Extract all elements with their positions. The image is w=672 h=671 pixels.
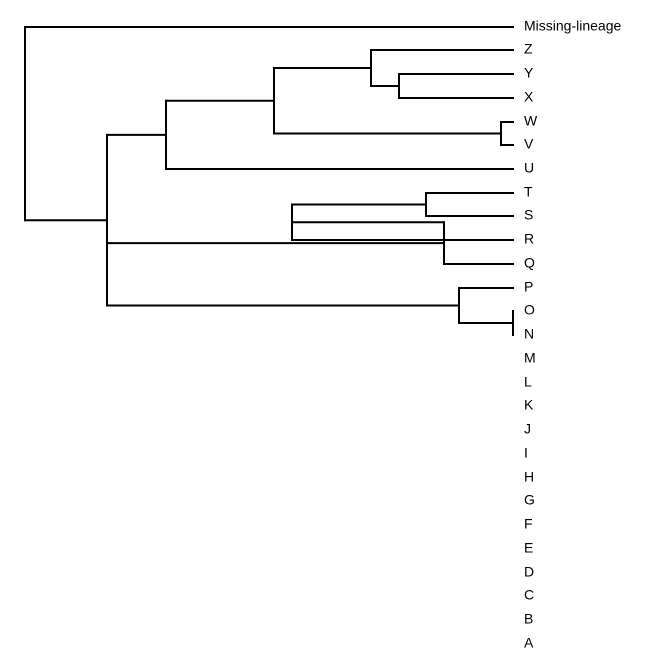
leaf-label-e: E (524, 540, 533, 556)
leaf-label-i: I (524, 445, 528, 461)
leaf-label-p: P (524, 279, 533, 295)
leaf-label-r: R (524, 231, 534, 247)
leaf-label-t: T (524, 184, 533, 200)
leaf-label-y: Y (524, 65, 534, 81)
tree-branches (25, 27, 513, 335)
leaf-label-c: C (524, 587, 534, 603)
leaf-label-o: O (524, 302, 535, 318)
leaf-label-s: S (524, 207, 533, 223)
leaf-label-d: D (524, 564, 534, 580)
leaf-label-g: G (524, 492, 535, 508)
leaf-label-m: M (524, 350, 536, 366)
leaf-label-f: F (524, 516, 533, 532)
leaf-labels: Missing-lineage Z Y X W V U T S R Q P O … (524, 18, 621, 651)
leaf-label-missing-lineage: Missing-lineage (524, 18, 621, 34)
leaf-label-l: L (524, 374, 532, 390)
leaf-label-q: Q (524, 255, 535, 271)
leaf-label-v: V (524, 136, 534, 152)
leaf-label-k: K (524, 397, 534, 413)
leaf-label-b: B (524, 611, 533, 627)
leaf-label-a: A (524, 635, 534, 651)
leaf-label-x: X (524, 89, 534, 105)
leaf-label-j: J (524, 421, 531, 437)
leaf-label-z: Z (524, 41, 533, 57)
leaf-label-w: W (524, 113, 538, 129)
leaf-label-u: U (524, 160, 534, 176)
leaf-label-n: N (524, 326, 534, 342)
leaf-label-h: H (524, 469, 534, 485)
